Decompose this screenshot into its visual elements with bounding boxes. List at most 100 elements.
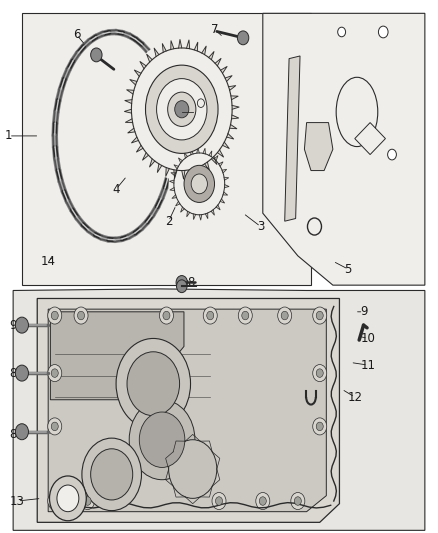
Polygon shape [183, 40, 190, 49]
Polygon shape [184, 152, 187, 158]
Polygon shape [128, 128, 137, 136]
Polygon shape [157, 164, 166, 173]
Polygon shape [127, 90, 134, 99]
Text: 13: 13 [10, 495, 25, 507]
Text: 2: 2 [165, 215, 173, 228]
Circle shape [313, 307, 327, 324]
Polygon shape [212, 59, 221, 66]
Polygon shape [232, 110, 239, 119]
Polygon shape [136, 146, 145, 152]
Circle shape [294, 497, 301, 505]
Circle shape [175, 101, 189, 118]
Circle shape [215, 497, 223, 505]
Text: 9: 9 [360, 305, 367, 318]
Polygon shape [205, 213, 208, 219]
Circle shape [313, 365, 327, 382]
Circle shape [168, 92, 196, 126]
Polygon shape [171, 173, 176, 176]
Polygon shape [224, 177, 229, 180]
Text: 5: 5 [345, 263, 352, 276]
Polygon shape [216, 205, 220, 210]
Circle shape [139, 412, 185, 467]
Polygon shape [174, 165, 178, 169]
Circle shape [207, 311, 214, 320]
Polygon shape [203, 148, 205, 154]
Polygon shape [199, 215, 202, 220]
Polygon shape [220, 199, 225, 203]
FancyBboxPatch shape [22, 13, 311, 285]
Polygon shape [175, 39, 182, 49]
Circle shape [378, 26, 388, 38]
Circle shape [51, 311, 58, 320]
Polygon shape [170, 188, 174, 191]
Text: 9: 9 [9, 319, 17, 332]
Polygon shape [218, 67, 227, 73]
Circle shape [203, 307, 217, 324]
Polygon shape [223, 74, 232, 82]
Text: 10: 10 [360, 332, 375, 345]
Polygon shape [187, 211, 190, 217]
Circle shape [291, 492, 305, 510]
Circle shape [237, 31, 249, 45]
Circle shape [176, 276, 187, 289]
Polygon shape [209, 151, 212, 157]
Polygon shape [48, 309, 326, 512]
Circle shape [177, 280, 187, 293]
Polygon shape [232, 101, 239, 109]
Text: 4: 4 [112, 183, 120, 196]
Circle shape [82, 438, 141, 511]
Circle shape [116, 338, 191, 429]
Polygon shape [166, 167, 173, 176]
Circle shape [156, 78, 207, 140]
Text: 3: 3 [257, 220, 264, 233]
Circle shape [169, 147, 230, 221]
Circle shape [124, 38, 240, 180]
Circle shape [15, 365, 28, 381]
Text: 7: 7 [211, 23, 219, 36]
Polygon shape [230, 91, 238, 100]
Circle shape [15, 424, 28, 440]
Polygon shape [142, 152, 152, 160]
Circle shape [48, 365, 62, 382]
Circle shape [238, 307, 252, 324]
Circle shape [48, 418, 62, 435]
Circle shape [198, 99, 205, 108]
Circle shape [388, 149, 396, 160]
Circle shape [127, 352, 180, 416]
Circle shape [256, 492, 270, 510]
Polygon shape [205, 52, 214, 60]
Circle shape [184, 165, 215, 203]
Polygon shape [223, 192, 228, 195]
Circle shape [91, 449, 133, 500]
Polygon shape [50, 312, 184, 400]
Polygon shape [226, 129, 234, 139]
Circle shape [84, 497, 91, 505]
Text: 11: 11 [360, 359, 375, 372]
Polygon shape [225, 184, 229, 188]
Polygon shape [37, 298, 339, 522]
Circle shape [163, 311, 170, 320]
Polygon shape [230, 120, 237, 129]
Polygon shape [223, 138, 229, 149]
Polygon shape [214, 156, 218, 161]
Polygon shape [179, 158, 183, 163]
Circle shape [212, 492, 226, 510]
Circle shape [51, 497, 58, 505]
Polygon shape [222, 169, 226, 173]
Polygon shape [159, 44, 166, 54]
Text: 8: 8 [10, 367, 17, 379]
Polygon shape [285, 56, 300, 221]
Circle shape [91, 48, 102, 62]
Circle shape [74, 307, 88, 324]
Polygon shape [304, 123, 333, 171]
Circle shape [57, 485, 79, 512]
Circle shape [316, 311, 323, 320]
Polygon shape [198, 164, 204, 175]
Polygon shape [198, 46, 206, 55]
Circle shape [159, 307, 173, 324]
Polygon shape [124, 109, 132, 118]
Polygon shape [191, 149, 193, 155]
Text: 14: 14 [41, 255, 56, 268]
Text: 12: 12 [347, 391, 362, 403]
Polygon shape [205, 159, 211, 171]
